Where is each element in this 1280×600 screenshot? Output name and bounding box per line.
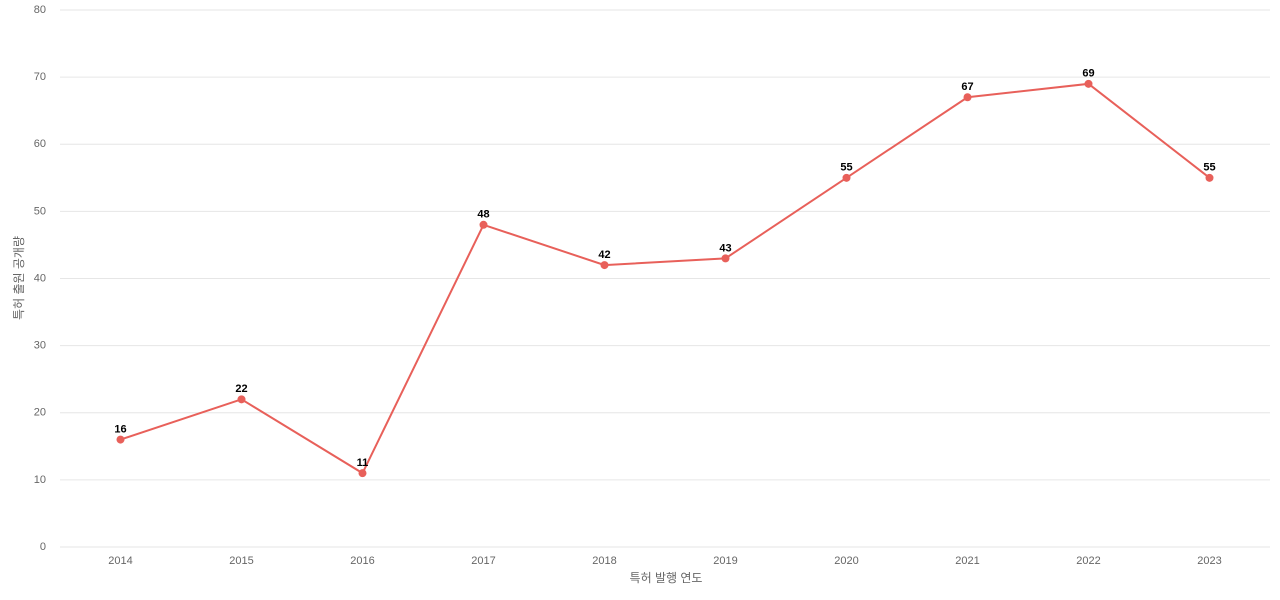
data-label: 69 <box>1082 68 1094 80</box>
line <box>120 82 1211 475</box>
y-tick-label: 50 <box>34 205 46 217</box>
x-tick-label: 2019 <box>713 555 737 567</box>
point <box>1084 79 1093 88</box>
y-axis-label: 특허 출원 공개량 <box>12 236 26 320</box>
y-tick-label: 20 <box>34 407 46 419</box>
point <box>1205 173 1214 182</box>
y-tick-label: 30 <box>34 340 46 352</box>
y-tick-label: 80 <box>34 4 46 16</box>
x-tick-label: 2014 <box>108 555 132 567</box>
data-label: 55 <box>840 162 852 174</box>
point <box>842 173 851 182</box>
y-tick-label: 40 <box>34 272 46 284</box>
data-label: 48 <box>477 209 489 221</box>
data-label: 42 <box>598 249 610 261</box>
x-tick-label: 2016 <box>350 555 374 567</box>
point <box>721 254 730 263</box>
x-tick-label: 2015 <box>229 555 253 567</box>
data-label: 22 <box>235 383 247 395</box>
y-tick-label: 0 <box>40 541 46 553</box>
point <box>600 261 609 270</box>
point <box>116 435 125 444</box>
x-tick-label: 2020 <box>834 555 858 567</box>
x-axis-label: 특허 발행 연도 <box>630 570 703 585</box>
point <box>237 395 246 404</box>
x-tick-label: 2018 <box>592 555 616 567</box>
point <box>963 93 972 102</box>
x-tick-label: 2023 <box>1197 555 1221 567</box>
y-tick-label: 60 <box>34 138 46 150</box>
data-label: 55 <box>1203 162 1215 174</box>
point <box>358 469 367 478</box>
x-tick-label: 2022 <box>1076 555 1100 567</box>
data-label: 11 <box>357 457 369 469</box>
point <box>479 220 488 229</box>
data-label: 67 <box>961 81 973 93</box>
data-label: 43 <box>719 242 731 254</box>
x-tick-label: 2017 <box>471 555 495 567</box>
x-tick-label: 2021 <box>955 555 979 567</box>
y-tick-label: 10 <box>34 474 46 486</box>
y-tick-label: 70 <box>34 71 46 83</box>
data-label: 16 <box>114 424 126 436</box>
